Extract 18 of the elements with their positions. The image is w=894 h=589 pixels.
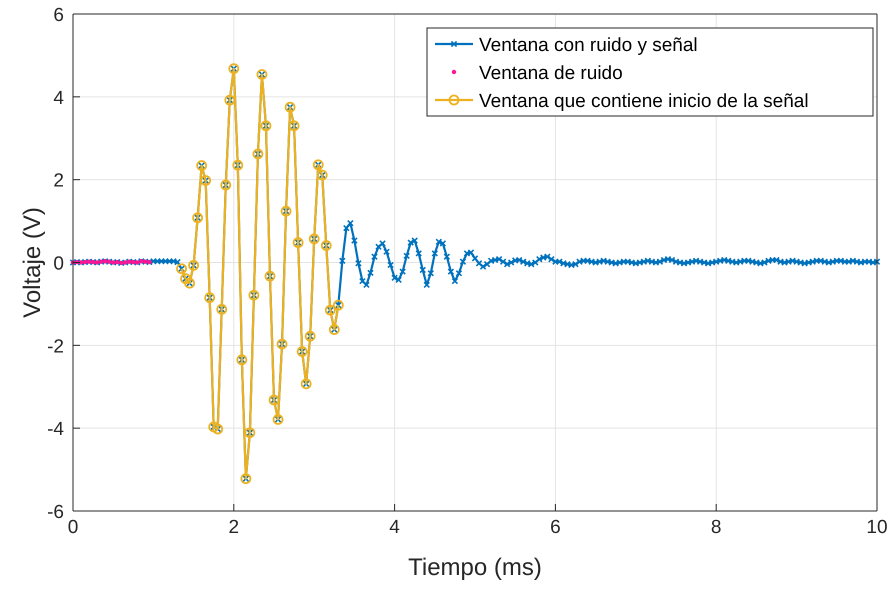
y-tick-label: -2	[47, 336, 64, 358]
y-tick-label: 0	[53, 254, 64, 274]
legend-label: Ventana con ruido y señal	[479, 35, 698, 56]
y-tick-label: 6	[53, 5, 64, 26]
legend-label: Ventana de ruido	[479, 63, 623, 84]
x-tick-label: 8	[710, 517, 722, 538]
y-tick-label: 2	[53, 170, 64, 192]
x-tick-label: 0	[68, 517, 78, 538]
x-tick-label: 2	[228, 517, 240, 538]
x-axis-title: Tiempo (ms)	[408, 554, 542, 581]
x-tick-label: 6	[550, 517, 561, 538]
y-tick-label: -6	[47, 502, 64, 523]
legend-label: Ventana que contiene inicio de la señal	[479, 91, 809, 112]
y-axis-title: Voltaje (V)	[19, 207, 46, 318]
y-tick-label: -4	[47, 419, 64, 440]
y-tick-label: 4	[53, 88, 64, 109]
x-tick-label: 10	[866, 517, 888, 538]
x-tick-label: 4	[389, 517, 400, 538]
